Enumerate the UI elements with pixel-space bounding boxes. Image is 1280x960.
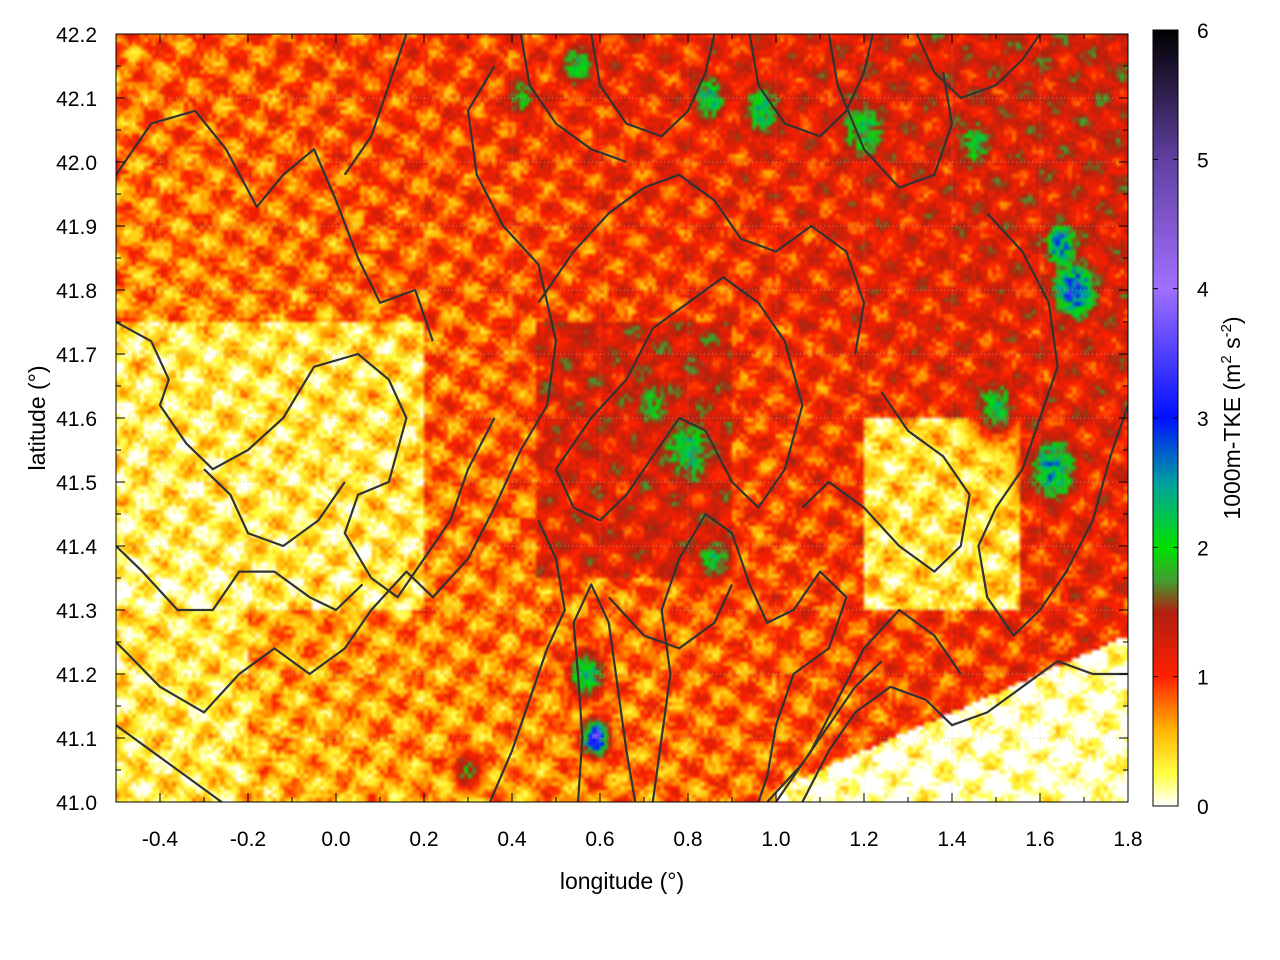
y-axis-ticks: 41.0 41.1 41.2 41.3 41.4 41.5 41.6 41.7 41.8 41.9… [56, 24, 1128, 815]
y-tick-label: 41.2 [56, 664, 97, 687]
y-tick-label: 41.1 [56, 728, 97, 751]
contour-line [572, 583, 637, 802]
y-tick-label: 41.6 [56, 408, 97, 431]
colorbar-tick-label: 3 [1197, 408, 1209, 431]
contour-line [801, 660, 1128, 802]
y-tick-label: 42.1 [56, 88, 97, 111]
y-tick-label: 41.3 [56, 600, 97, 623]
contour-line [116, 321, 496, 599]
y-tick-label: 41.0 [56, 792, 97, 815]
contour-line [651, 512, 848, 802]
y-tick-label: 41.9 [56, 216, 97, 239]
x-tick-label: 0.4 [497, 828, 527, 851]
y-tick-label: 41.7 [56, 344, 97, 367]
colorbar-tick-label: 0 [1197, 796, 1209, 819]
colorbar-tick-label: 5 [1197, 149, 1209, 172]
contour-line [748, 34, 874, 138]
contour-line [116, 109, 434, 342]
colorbar-tick-label: 1 [1197, 667, 1209, 690]
contour-line [519, 34, 627, 164]
x-tick-label: 1.2 [849, 828, 878, 851]
x-tick-label: 0.0 [321, 828, 350, 851]
contour-line [116, 724, 223, 802]
contour-line [915, 34, 1041, 100]
contour-line [801, 391, 971, 573]
y-axis-label: latitude (°) [24, 365, 50, 470]
y-tick-label: 42.0 [56, 152, 97, 175]
contour-line [590, 34, 716, 138]
y-tick-label: 42.2 [56, 24, 97, 47]
contour-line [343, 34, 408, 176]
contour-line [488, 519, 566, 802]
contour-line [766, 660, 883, 802]
x-tick-label: 1.6 [1025, 828, 1054, 851]
x-tick-label: -0.4 [142, 828, 179, 851]
colorbar-tick-label: 4 [1197, 279, 1209, 302]
contour-line [555, 276, 804, 522]
x-tick-label: 1.8 [1113, 828, 1142, 851]
x-axis-label: longitude (°) [560, 868, 684, 894]
x-tick-label: 0.8 [673, 828, 702, 851]
contour-line [203, 468, 346, 548]
x-tick-label: 0.2 [409, 828, 438, 851]
x-tick-label: 1.0 [761, 828, 790, 851]
x-tick-label: -0.2 [230, 828, 266, 851]
terrain-contours [116, 34, 1128, 802]
y-tick-label: 41.5 [56, 472, 97, 495]
colorbar-tick-label: 2 [1197, 537, 1209, 560]
colorbar-label: 1000m-TKE (m2 s-2) [1218, 316, 1245, 519]
contour-line [607, 583, 733, 650]
contour-line [116, 545, 364, 612]
x-tick-label: 1.4 [937, 828, 967, 851]
y-tick-label: 41.4 [56, 536, 97, 559]
contour-line [116, 65, 558, 714]
x-tick-label: 0.6 [585, 828, 614, 851]
y-tick-label: 41.8 [56, 280, 97, 303]
contour-line [537, 173, 866, 355]
contour-line [827, 34, 954, 189]
colorbar-ticks: 0 1 2 3 4 5 6 [1153, 20, 1209, 819]
contour-line [977, 212, 1128, 637]
x-axis-ticks: -0.4 -0.2 0.0 0.2 0.4 0.6 0.8 1.0 1.2 1.4 1.6 1.8 [115, 34, 1143, 851]
colorbar-tick-label: 6 [1197, 20, 1209, 43]
